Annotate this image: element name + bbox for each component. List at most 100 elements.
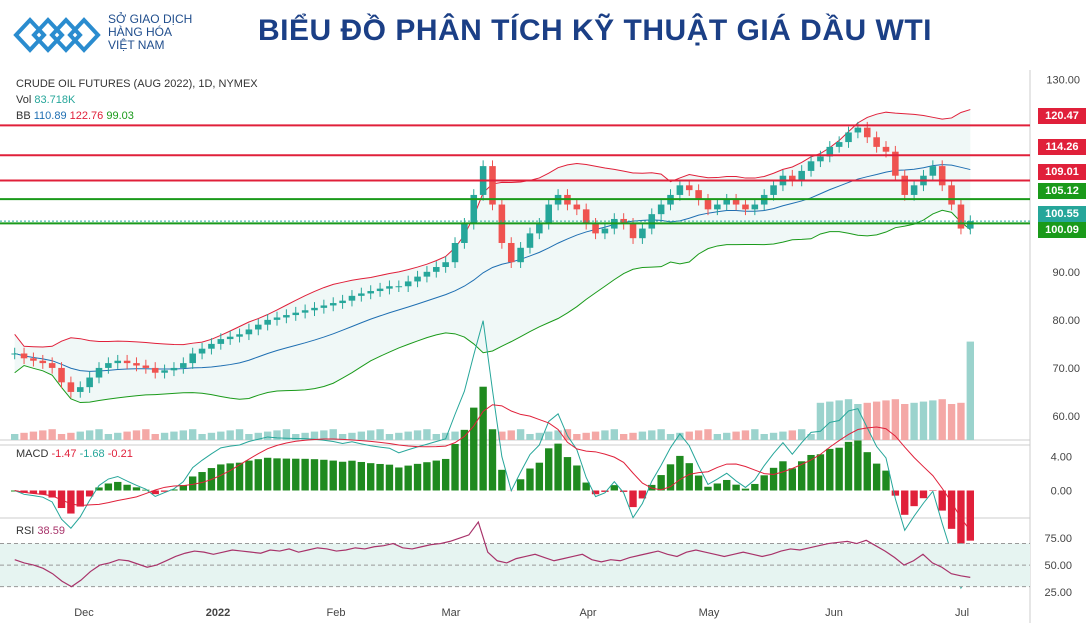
candle-body xyxy=(545,204,552,224)
org-name-line1: SỞ GIAO DỊCH xyxy=(108,12,193,26)
candle-body xyxy=(882,146,890,152)
macd-value: -1.47 xyxy=(51,448,77,460)
bb-label: BB 110.89 122.76 99.03 xyxy=(16,110,134,122)
volume-bar xyxy=(85,430,94,440)
candle-body xyxy=(11,353,18,355)
candle-body xyxy=(798,170,805,181)
candle-body xyxy=(20,353,28,359)
volume-bar xyxy=(947,404,956,440)
volume-bar xyxy=(151,434,159,440)
candle-body xyxy=(348,295,356,301)
candle-body xyxy=(957,204,965,229)
candle-body xyxy=(292,312,300,316)
rsi-tick-label: 25.00 xyxy=(1044,587,1072,599)
volume-bar xyxy=(245,434,253,440)
volume-bar xyxy=(432,434,440,440)
bb-fill xyxy=(14,109,971,403)
volume-bar xyxy=(760,434,768,440)
candle-body xyxy=(442,262,449,268)
volume-bar xyxy=(610,429,618,440)
macd-line xyxy=(14,320,971,590)
volume-bar xyxy=(629,432,637,440)
macd-histogram-bar xyxy=(226,463,234,491)
level-tag-1: 120.47 xyxy=(1038,108,1086,124)
macd-histogram-bar xyxy=(367,463,375,491)
macd-histogram-bar xyxy=(198,472,206,491)
volume-bar xyxy=(826,401,834,440)
macd-histogram-bar xyxy=(357,461,366,491)
candle-body xyxy=(657,204,665,215)
macd-histogram-bar xyxy=(451,443,459,491)
x-tick-label: Dec xyxy=(74,607,94,619)
macd-histogram-bar xyxy=(872,463,881,491)
candle-body xyxy=(283,315,290,318)
macd-histogram-bar xyxy=(29,490,38,494)
volume-bar xyxy=(57,434,66,440)
candle-body xyxy=(208,343,215,349)
macd-histogram-bar xyxy=(713,483,722,491)
instrument-label: CRUDE OIL FUTURES (AUG 2022), 1D, NYMEX xyxy=(16,78,258,90)
volume-bar xyxy=(797,429,806,440)
volume-bar xyxy=(338,434,347,440)
volume-bar xyxy=(545,431,553,440)
price-tick-label: 70.00 xyxy=(1052,363,1080,375)
volume-bar xyxy=(11,434,19,440)
level-tag-5: 100.55 xyxy=(1038,206,1086,222)
price-tick-label: 90.00 xyxy=(1052,267,1080,279)
volume-bar xyxy=(666,434,675,440)
macd-histogram-bar xyxy=(826,448,834,491)
macd-tick-label: 0.00 xyxy=(1051,486,1072,498)
macd-histogram-bar xyxy=(48,490,56,498)
volume-bar xyxy=(357,431,366,440)
candle-body xyxy=(67,382,75,392)
candle-body xyxy=(751,204,759,210)
volume-bar xyxy=(526,434,534,440)
candle-body xyxy=(526,233,534,248)
macd-histogram-bar xyxy=(170,489,178,491)
volume-bar xyxy=(732,431,740,440)
volume-bar xyxy=(29,431,38,440)
macd-histogram-bar xyxy=(385,464,394,491)
x-tick-label: Feb xyxy=(327,607,346,619)
volume-bar xyxy=(788,430,796,440)
candle-body xyxy=(161,370,168,373)
candle-body xyxy=(142,365,150,368)
volume-bar xyxy=(20,432,28,440)
candle-body xyxy=(339,300,346,304)
macd-signal-line xyxy=(14,404,971,532)
volume-bar xyxy=(114,432,122,440)
volume-bar xyxy=(966,341,974,440)
macd-histogram-bar xyxy=(591,490,600,495)
volume-bar xyxy=(170,431,178,440)
macd-histogram-bar xyxy=(132,487,141,491)
price-tick-label: 60.00 xyxy=(1052,411,1080,423)
macd-histogram-bar xyxy=(854,440,862,491)
volume-bar xyxy=(310,431,319,440)
macd-histogram-bar xyxy=(263,457,272,491)
candle-body xyxy=(695,190,702,200)
macd-histogram-bar xyxy=(282,458,291,491)
volume-bar xyxy=(441,432,450,440)
volume-bar xyxy=(591,431,600,440)
candle-body xyxy=(704,199,712,210)
volume-bar xyxy=(76,431,84,440)
volume-bar xyxy=(919,401,928,440)
macd-histogram-bar xyxy=(947,490,956,529)
volume-bar xyxy=(863,402,871,440)
volume-bar xyxy=(938,399,946,440)
candle-body xyxy=(95,367,103,378)
volume-bar xyxy=(535,432,544,440)
volume-bar xyxy=(413,430,422,440)
candle-body xyxy=(592,223,599,234)
macd-histogram-bar xyxy=(563,457,572,491)
macd-histogram-bar xyxy=(545,448,553,491)
macd-histogram-bar xyxy=(526,468,534,491)
candle-body xyxy=(236,334,243,337)
header: SỞ GIAO DỊCH HÀNG HÓA VIỆT NAM BIỂU ĐỒ P… xyxy=(0,0,1091,70)
macd-signal-value: -1.68 xyxy=(79,448,105,460)
candle-body xyxy=(723,199,731,205)
volume-bar xyxy=(235,429,244,440)
candle-body xyxy=(770,185,777,195)
macd-histogram-bar xyxy=(460,429,469,491)
candle-body xyxy=(180,363,187,368)
